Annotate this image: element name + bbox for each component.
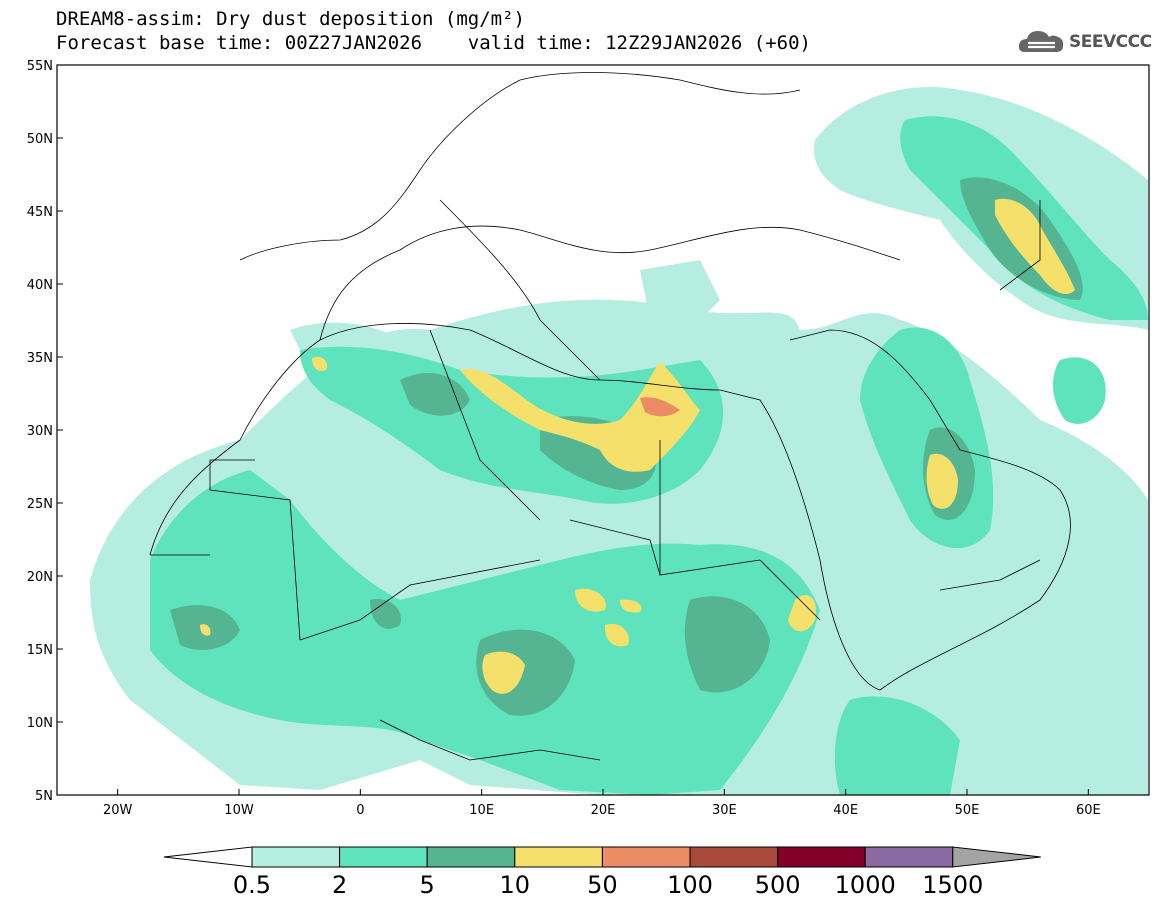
lon-tick-label: 10W	[224, 803, 254, 818]
lat-tick-label: 5N	[35, 789, 53, 804]
colorbar-overflow-triangle	[952, 846, 1041, 868]
lon-tick-label: 0	[356, 803, 364, 818]
colorbar-box	[339, 846, 428, 868]
lon-tick-label: 40E	[833, 803, 858, 818]
lat-tick-label: 35N	[27, 351, 53, 366]
lat-tick-label: 55N	[27, 59, 53, 74]
seevccc-logo: SEEVCCC	[1017, 26, 1152, 58]
colorbar-box	[777, 846, 866, 868]
colorbar-label: 1000	[835, 871, 896, 899]
lat-tick-label: 40N	[27, 278, 53, 293]
lat-tick-label: 15N	[27, 643, 53, 658]
lon-tick-label: 10E	[469, 803, 494, 818]
forecast-time-line: Forecast base time: 00Z27JAN2026 valid t…	[56, 32, 811, 54]
lat-tick-label: 10N	[27, 716, 53, 731]
lat-tick-label: 50N	[27, 132, 53, 147]
lon-tick-label: 50E	[955, 803, 980, 818]
colorbar-box	[251, 846, 341, 868]
colorbar-box	[426, 846, 516, 868]
colorbar-label: 2	[332, 871, 347, 899]
deposition-field	[90, 87, 1148, 795]
lat-tick-label: 45N	[27, 205, 53, 220]
lat-tick-label: 25N	[27, 497, 53, 512]
deposition-class-50-100	[640, 397, 680, 417]
cloud-logo-icon	[1018, 31, 1064, 52]
colorbar-label: 10	[500, 871, 531, 899]
logo-text: SEEVCCC	[1069, 32, 1152, 52]
colorbar-label: 500	[755, 871, 801, 899]
colorbar-boxes	[163, 846, 1041, 868]
colorbar-label: 5	[420, 871, 435, 899]
lat-tick-label: 20N	[27, 570, 53, 585]
colorbar-box	[689, 846, 779, 868]
lon-tick-label: 20E	[591, 803, 616, 818]
colorbar-label: 1500	[922, 871, 983, 899]
colorbar-label: 50	[587, 871, 618, 899]
colorbar-labels: 0.5 2 5 10 50 100 500 1000 1500	[233, 871, 983, 899]
lon-tick-label: 20W	[103, 803, 133, 818]
colorbar-label: 100	[667, 871, 713, 899]
colorbar-box	[514, 846, 603, 868]
colorbar-box	[601, 846, 691, 868]
lon-tick-label: 60E	[1076, 803, 1101, 818]
map-title: DREAM8-assim: Dry dust deposition (mg/m²…	[56, 8, 525, 30]
latitude-axis: 55N 50N 45N 40N 35N 30N 25N 20N 15N 10N 5N	[27, 59, 63, 804]
deposition-class-10-50	[200, 198, 1075, 694]
colorbar-label: 0.5	[233, 871, 271, 899]
lat-tick-label: 30N	[27, 424, 53, 439]
colorbar-underflow-triangle	[163, 846, 253, 868]
colorbar-box	[864, 846, 954, 868]
longitude-axis: 20W 10W 0 10E 20E 30E 40E 50E 60E	[103, 789, 1101, 818]
dust-deposition-map: 55N 50N 45N 40N 35N 30N 25N 20N 15N 10N 5N 20W 10W 0…	[27, 59, 1150, 818]
lon-tick-label: 30E	[712, 803, 737, 818]
country-borders	[149, 72, 1071, 761]
